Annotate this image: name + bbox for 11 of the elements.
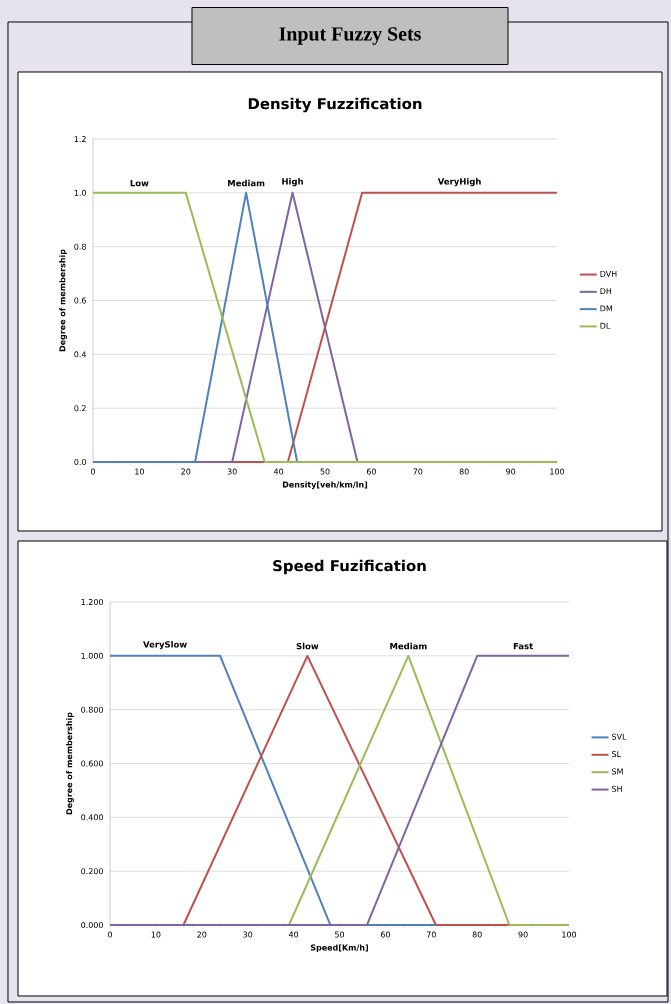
chart-title: Speed Fuzification [273,559,426,575]
annotation: Slow [296,642,319,650]
annotation: VerySlow [143,641,187,650]
annotation: VeryHigh [437,178,481,187]
annotation: Mediam [228,179,265,187]
annotation: High [282,178,303,187]
chart-title: Density Fuzzification [248,97,422,113]
annotation: Mediam [390,642,427,650]
annotation: Fast [513,643,533,650]
text: Input Fuzzy Sets [279,27,421,45]
annotation: Low [130,180,149,187]
